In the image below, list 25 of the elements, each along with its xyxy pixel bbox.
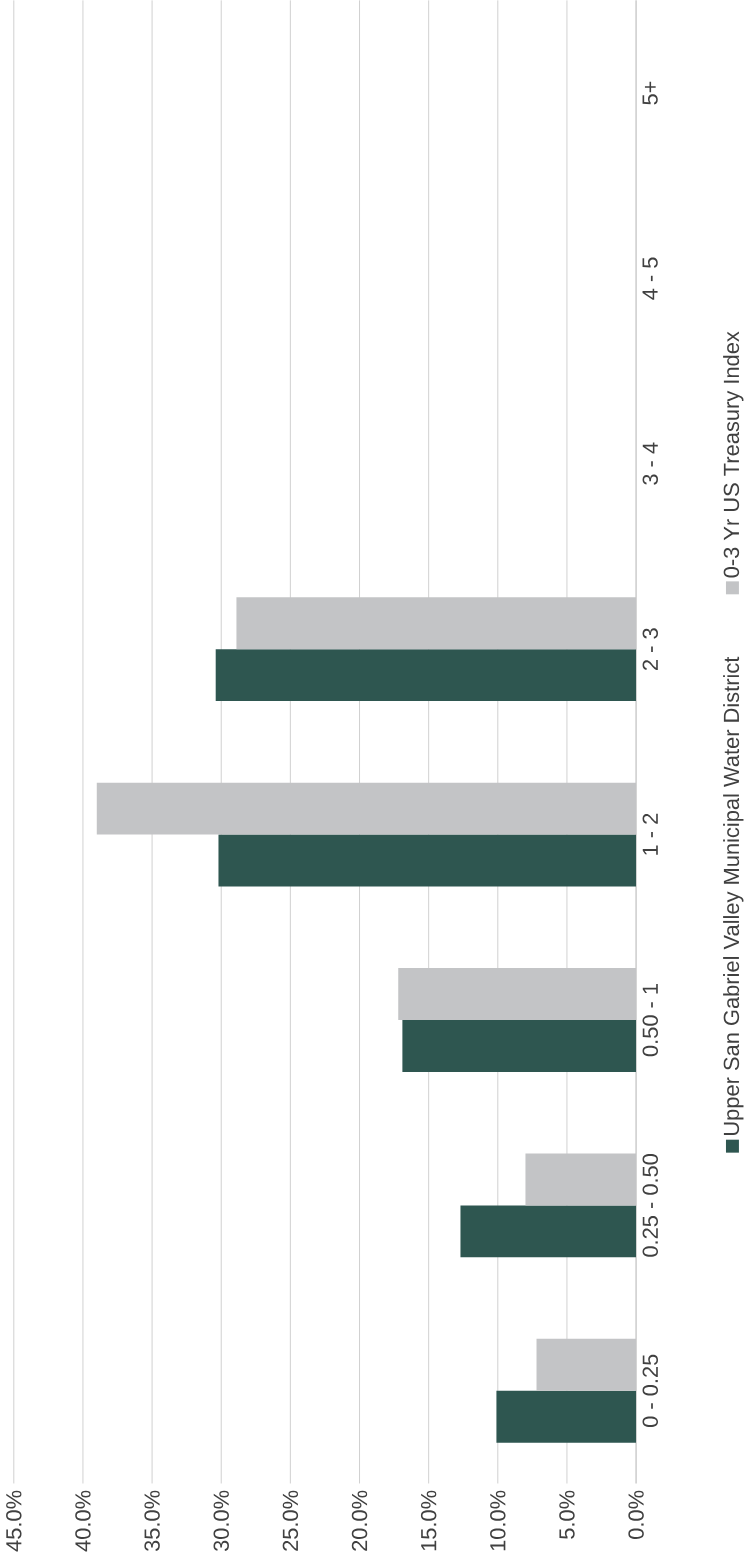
y-tick-label: 0.50 - 1	[642, 984, 658, 1057]
x-tick-label: 5.0%	[559, 1490, 575, 1539]
y-tick-label: 0 - 0.25	[642, 1354, 658, 1427]
text: Upper San Gabriel Valley Municipal Water District	[723, 656, 744, 1135]
bar	[215, 649, 637, 702]
bar	[402, 1020, 637, 1072]
x-tick-label: 35.0%	[144, 1490, 160, 1552]
y-tick-label: 5+	[642, 81, 658, 105]
x-tick-label: 10.0%	[490, 1490, 506, 1551]
bar	[460, 1205, 637, 1258]
x-tick-label: 30.0%	[213, 1490, 229, 1552]
x-tick-label: 40.0%	[75, 1490, 91, 1552]
y-tick-label: 3 - 4	[642, 442, 658, 485]
bar	[496, 1390, 637, 1443]
y-tick-label: 2 - 3	[642, 628, 658, 671]
bar	[218, 834, 637, 887]
x-tick-label: 45.0%	[6, 1490, 22, 1552]
x-tick-label: 25.0%	[282, 1490, 299, 1551]
x-tick-label: 20.0%	[351, 1490, 368, 1551]
x-tick-label: 0.0%	[628, 1490, 644, 1539]
text: 0-3 Yr US Treasury Index	[723, 331, 744, 578]
y-tick-label: 1 - 2	[642, 813, 658, 855]
y-tick-label: 0.25 - 0.50	[642, 1153, 658, 1257]
x-tick-label: 15.0%	[420, 1490, 437, 1551]
y-tick-label: 4 - 5	[642, 257, 658, 300]
